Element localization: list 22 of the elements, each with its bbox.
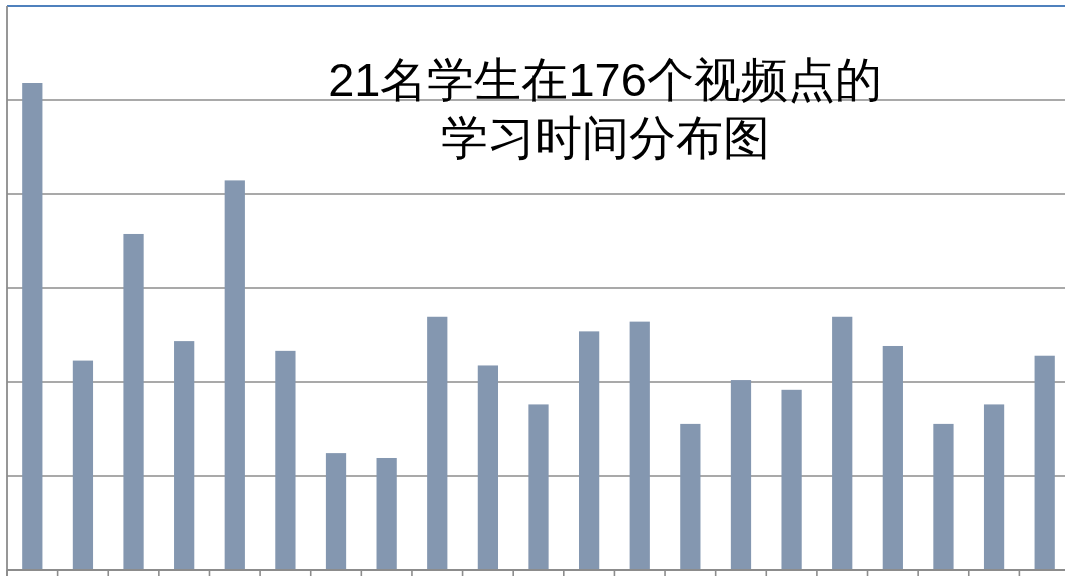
bar xyxy=(983,404,1005,570)
bar xyxy=(376,457,397,570)
bar xyxy=(933,423,954,570)
bar xyxy=(22,83,43,570)
bar xyxy=(832,316,853,570)
bar xyxy=(427,316,448,570)
bar xyxy=(275,350,296,570)
bar xyxy=(72,360,94,570)
bar xyxy=(882,345,903,570)
bar xyxy=(477,365,498,570)
title: 21名学生在176个视频点的学习时间分布图 xyxy=(328,53,882,164)
bar xyxy=(579,331,600,570)
bar xyxy=(629,321,650,570)
bar xyxy=(680,423,701,570)
bar xyxy=(123,233,144,570)
bar xyxy=(528,404,549,570)
bar xyxy=(224,180,245,570)
bar xyxy=(174,341,195,570)
bar xyxy=(1034,355,1055,570)
bar xyxy=(325,453,347,570)
bar xyxy=(730,380,752,570)
bar xyxy=(781,389,802,570)
